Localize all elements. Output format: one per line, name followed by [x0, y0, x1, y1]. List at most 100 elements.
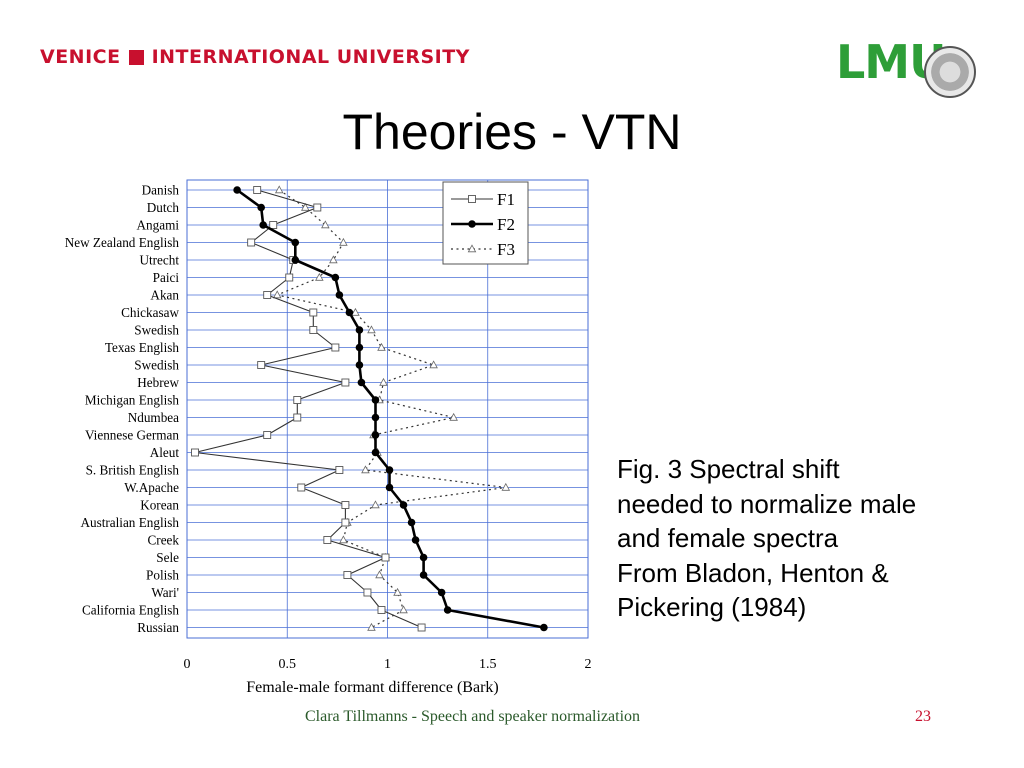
point-f2 [233, 186, 241, 194]
point-f2 [355, 343, 364, 352]
point-f1 [285, 273, 294, 282]
point-f3 [393, 587, 402, 596]
y-tick-label: S. British English [86, 463, 180, 478]
x-tick-label: 0 [184, 657, 191, 672]
point-f1 [309, 326, 318, 334]
point-f1 [263, 431, 272, 439]
point-f2 [411, 536, 420, 544]
point-f2 [443, 606, 452, 614]
point-f2 [355, 326, 364, 334]
venice-international-university-logo: VENICE INTERNATIONAL UNIVERSITY [40, 44, 470, 70]
point-f3 [361, 465, 370, 474]
point-f2 [257, 203, 265, 212]
point-f2 [437, 588, 446, 597]
formant-shift-chart: Danish Dutch Angami New Zealand English Utre… [65, 179, 592, 696]
x-tick-label: 2 [585, 657, 592, 672]
footer-text: Clara Tillmanns - Speech and speaker nor… [305, 708, 641, 725]
point-f1 [269, 221, 278, 229]
y-tick-label: Danish [142, 183, 180, 198]
y-tick-label: Michigan English [85, 393, 180, 408]
point-f2 [419, 553, 428, 562]
caption-line: From Bladon, Henton & [617, 557, 889, 588]
caption-line: and female spectra [617, 523, 839, 553]
point-f2 [399, 501, 408, 509]
legend-marker-f3 [467, 244, 477, 253]
y-tick-label: Russian [137, 620, 179, 635]
page-number: 23 [915, 708, 931, 725]
point-f1 [253, 186, 262, 194]
vi-logo-part2: INTERNATIONAL UNIVERSITY [151, 46, 470, 68]
y-tick-label: Australian English [80, 515, 179, 530]
point-f2 [371, 448, 380, 457]
slide-title: Theories - VTN [342, 104, 682, 160]
y-tick-label: New Zealand English [65, 235, 180, 250]
point-f3 [351, 307, 360, 316]
point-f2 [419, 571, 428, 579]
point-f3 [339, 535, 348, 544]
x-tick-label: 0.5 [279, 657, 297, 672]
red-square-icon [128, 49, 144, 65]
point-f1 [257, 361, 266, 369]
point-f1 [313, 203, 322, 212]
point-f1 [323, 536, 332, 544]
point-f2 [371, 396, 380, 404]
y-tick-label: Paici [153, 270, 180, 285]
y-tick-label: California English [82, 603, 179, 618]
y-tick-label: Ndumbea [128, 410, 179, 425]
y-tick-label: Hebrew [137, 375, 179, 390]
point-f1 [293, 396, 302, 404]
point-f3 [367, 622, 376, 631]
point-f1 [191, 448, 199, 457]
vi-logo-part1: VENICE [40, 46, 121, 68]
caption-line: Pickering (1984) [617, 592, 807, 622]
y-tick-label: Korean [140, 498, 179, 513]
point-f3 [371, 500, 380, 509]
y-tick-label: Swedish [134, 358, 179, 373]
legend-label-f1: F1 [497, 190, 515, 209]
point-f3 [367, 325, 376, 334]
point-f1 [343, 571, 352, 579]
y-tick-label: Wari' [151, 585, 179, 600]
point-f1 [293, 413, 302, 422]
point-f1 [381, 553, 390, 562]
university-seal-icon [924, 46, 976, 98]
point-f1 [309, 308, 318, 317]
point-f2 [371, 413, 380, 422]
figure-caption: Fig. 3 Spectral shift needed to normaliz… [617, 452, 1017, 625]
y-tick-label: Utrecht [139, 253, 179, 268]
point-f2 [291, 256, 300, 264]
point-f3 [301, 202, 310, 211]
point-f3 [429, 360, 438, 369]
point-f3 [339, 237, 348, 246]
y-tick-label: Akan [150, 288, 179, 303]
caption-line: Fig. 3 Spectral shift [617, 454, 840, 484]
y-tick-label: W.Apache [124, 480, 179, 495]
point-f3 [449, 412, 458, 421]
point-f1 [331, 343, 340, 352]
y-tick-label: Sele [156, 550, 179, 565]
point-f2 [331, 273, 340, 282]
y-tick-label: Angami [137, 218, 180, 233]
y-tick-label: Dutch [147, 200, 180, 215]
point-f3 [375, 570, 384, 579]
point-f1 [341, 518, 350, 527]
y-tick-label: Chickasaw [121, 305, 179, 320]
y-tick-label: Creek [148, 533, 180, 548]
y-tick-label: Viennese German [85, 428, 179, 443]
point-f1 [335, 466, 344, 474]
point-f3 [315, 272, 324, 281]
point-f2 [357, 378, 366, 387]
lmu-logo: LMU [836, 36, 976, 106]
y-tick-label: Polish [146, 568, 179, 583]
y-tick-label: Swedish [134, 323, 179, 338]
point-f2 [291, 238, 300, 247]
point-f1 [263, 291, 272, 299]
point-f3 [274, 185, 284, 194]
point-f3 [329, 255, 338, 264]
point-f1 [297, 483, 306, 492]
y-tick-label: Aleut [150, 445, 180, 460]
point-f1 [247, 238, 256, 247]
x-axis-label: Female-male formant difference (Bark) [246, 679, 498, 696]
point-f1 [377, 606, 386, 614]
point-f1 [417, 623, 426, 632]
